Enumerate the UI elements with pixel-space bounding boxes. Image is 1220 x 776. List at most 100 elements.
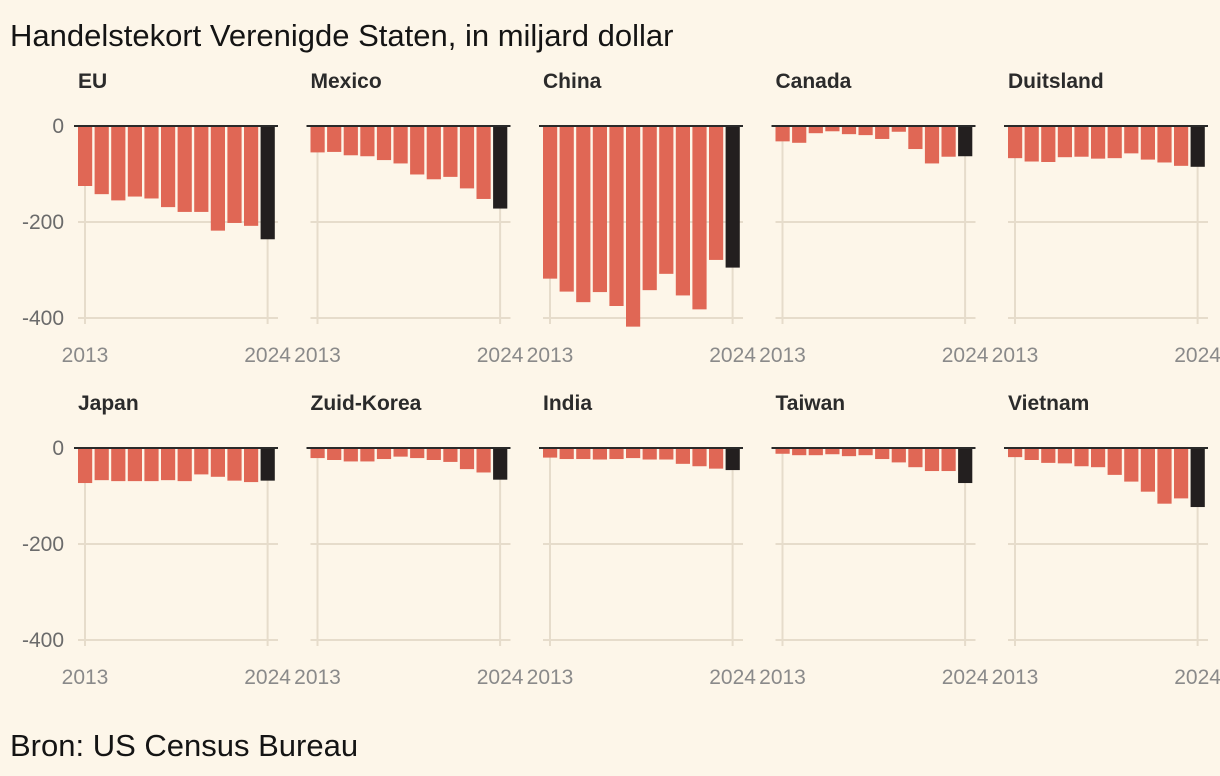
bar-mexico-2022 [459,126,475,189]
bar-taiwan-2013 [775,448,790,454]
bar-taiwan-2018 [858,448,873,456]
bar-india-2017 [609,448,624,460]
y-tick-row1-0: 0 [52,437,64,460]
bar-eu-2015 [111,126,126,201]
x-tick-taiwan-first: 2013 [759,666,806,689]
panel-title-vietnam: Vietnam [1008,392,1089,415]
bar-mexico-2016 [360,126,375,157]
bar-china-2018 [626,126,641,327]
y-tick-row0-1: -200 [22,211,64,234]
bar-vietnam-2019 [1107,448,1122,475]
x-tick-china-first: 2013 [527,344,574,367]
bar-eu-2021 [210,126,225,231]
bar-vietnam-2017 [1074,448,1089,467]
y-tick-row0-0: 0 [52,115,64,138]
bar-canada-2015 [808,126,823,134]
bar-taiwan-2024 [958,448,973,484]
x-tick-china-last: 2024 [709,344,756,367]
x-tick-eu-first: 2013 [62,344,109,367]
bar-duitsland-2013 [1008,126,1023,159]
bar-india-2015 [576,448,591,460]
bar-zuid-korea-2018 [393,448,408,457]
bar-mexico-2021 [443,126,458,177]
bar-japan-2014 [94,448,109,481]
bar-canada-2022 [924,126,940,164]
source-note: Bron: US Census Bureau [10,728,359,763]
bar-duitsland-2019 [1107,126,1122,159]
bar-china-2020 [659,126,674,274]
x-tick-canada-first: 2013 [759,344,806,367]
panel-title-duitsland: Duitsland [1008,70,1104,93]
bar-duitsland-2022 [1157,126,1172,163]
bar-japan-2021 [210,448,225,477]
bar-taiwan-2019 [875,448,890,460]
bar-duitsland-2020 [1124,126,1139,154]
bar-eu-2022 [227,126,242,223]
bar-japan-2019 [177,448,192,482]
bar-mexico-2020 [426,126,441,180]
x-tick-vietnam-last: 2024 [1174,666,1220,689]
x-tick-india-last: 2024 [709,666,756,689]
panel-title-mexico: Mexico [311,70,382,93]
bar-india-2024 [725,448,740,471]
bar-vietnam-2018 [1091,448,1106,468]
x-tick-duitsland-first: 2013 [992,344,1039,367]
bar-vietnam-2022 [1157,448,1172,504]
bar-taiwan-2021 [908,448,923,468]
bar-zuid-korea-2015 [343,448,358,462]
bar-japan-2018 [161,448,176,481]
bar-canada-2017 [841,126,857,135]
bar-taiwan-2020 [891,448,906,463]
bar-mexico-2014 [327,126,342,152]
bar-eu-2023 [244,126,259,226]
bar-zuid-korea-2024 [493,448,508,480]
bar-zuid-korea-2014 [327,448,342,460]
bar-zuid-korea-2020 [426,448,441,460]
bar-japan-2016 [127,448,142,482]
bar-vietnam-2015 [1041,448,1056,463]
bar-duitsland-2023 [1174,126,1189,166]
y-tick-row1-2: -400 [22,629,64,652]
chart-title: Handelstekort Verenigde Staten, in milja… [10,18,674,53]
bar-canada-2013 [775,126,790,142]
bar-mexico-2013 [310,126,325,153]
x-tick-japan-last: 2024 [244,666,291,689]
panel-title-zuid-korea: Zuid-Korea [311,392,422,415]
bar-china-2022 [692,126,707,310]
bar-zuid-korea-2023 [476,448,491,473]
bar-eu-2017 [144,126,159,199]
bar-duitsland-2021 [1140,126,1155,160]
bar-mexico-2023 [476,126,491,199]
panel-title-china: China [543,70,602,93]
bar-taiwan-2015 [808,448,823,456]
bar-duitsland-2024 [1190,126,1205,167]
bar-duitsland-2017 [1074,126,1089,157]
x-tick-vietnam-first: 2013 [992,666,1039,689]
bar-india-2023 [709,448,724,469]
bar-taiwan-2016 [825,448,840,455]
bar-india-2013 [543,448,558,458]
bar-eu-2024 [260,126,275,240]
bar-china-2024 [725,126,740,268]
bar-canada-2021 [908,126,923,150]
x-tick-zuid-korea-last: 2024 [477,666,524,689]
bar-japan-2024 [260,448,275,481]
bar-duitsland-2014 [1024,126,1039,162]
bar-china-2013 [543,126,558,279]
bar-china-2017 [609,126,624,306]
bar-vietnam-2016 [1057,448,1072,464]
bar-mexico-2019 [410,126,425,175]
bar-eu-2016 [127,126,142,197]
bar-india-2016 [592,448,607,460]
bar-india-2022 [692,448,707,467]
panel-title-taiwan: Taiwan [776,392,846,415]
bar-eu-2018 [161,126,176,208]
bar-canada-2024 [958,126,973,157]
bar-taiwan-2014 [792,448,807,456]
bar-mexico-2017 [376,126,392,161]
bar-japan-2015 [111,448,126,482]
bar-vietnam-2024 [1190,448,1205,508]
x-tick-eu-last: 2024 [244,344,291,367]
